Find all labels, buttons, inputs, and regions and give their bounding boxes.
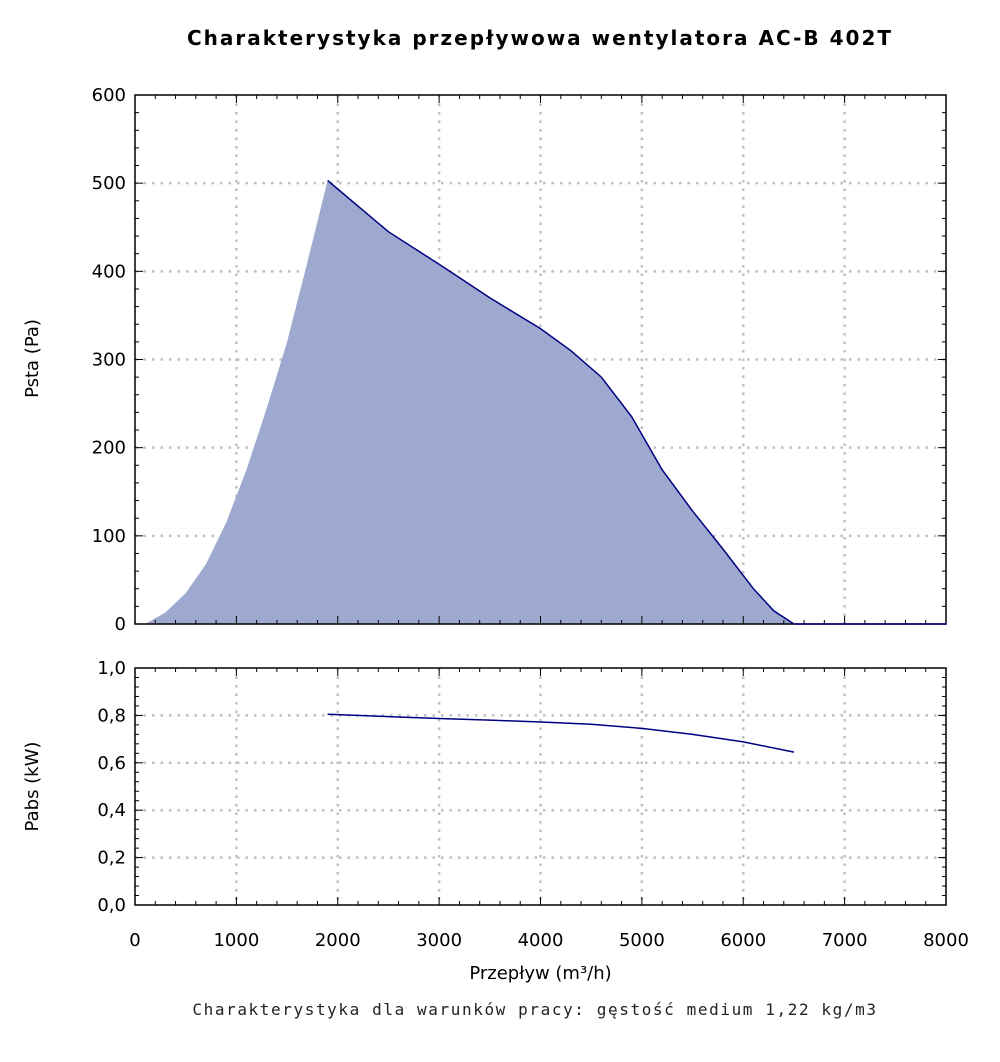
y-tick-label: 600 xyxy=(92,85,126,106)
bottom-y-tick-labels: 0,0 0,2 0,4 0,6 0,8 1,0 xyxy=(97,658,126,916)
y-tick-label: 200 xyxy=(92,438,126,459)
top-ticks xyxy=(134,94,947,625)
chart-title: Charakterystyka przepływowa wentylatora … xyxy=(186,26,894,50)
psta-area xyxy=(145,180,794,624)
bottom-ticks xyxy=(134,667,947,906)
y-tick-label: 300 xyxy=(92,350,126,371)
x-tick-label: 4000 xyxy=(518,930,564,951)
x-tick-label: 0 xyxy=(129,930,140,951)
top-plot: 0 100 200 300 400 500 600 Psta (Pa) xyxy=(22,85,947,635)
x-axis-label: Przepływ (m³/h) xyxy=(469,963,611,984)
x-tick-labels: 0 1000 2000 3000 4000 5000 6000 7000 8000 xyxy=(129,930,969,951)
x-tick-label: 2000 xyxy=(315,930,361,951)
y-tick-label: 100 xyxy=(92,526,126,547)
footnote: Charakterystyka dla warunków pracy: gęst… xyxy=(192,1000,878,1019)
y-tick-label: 1,0 xyxy=(97,658,126,679)
x-tick-label: 8000 xyxy=(923,930,969,951)
x-tick-label: 7000 xyxy=(822,930,868,951)
y-tick-label: 400 xyxy=(92,261,126,282)
bottom-y-axis-label: Pabs (kW) xyxy=(22,742,43,832)
x-tick-label: 5000 xyxy=(619,930,665,951)
x-tick-label: 3000 xyxy=(416,930,462,951)
y-tick-label: 0,6 xyxy=(97,753,126,774)
psta-curve xyxy=(327,179,795,625)
y-tick-label: 0,8 xyxy=(97,705,126,726)
bottom-plot: 0,0 0,2 0,4 0,6 0,8 1,0 0 1000 2000 3000 4000 5000… xyxy=(22,658,969,984)
y-tick-label: 0,2 xyxy=(97,848,126,869)
y-tick-label: 0,4 xyxy=(97,800,126,821)
top-y-axis-label: Psta (Pa) xyxy=(22,319,43,398)
y-tick-label: 500 xyxy=(92,173,126,194)
x-tick-label: 1000 xyxy=(213,930,259,951)
bottom-grid xyxy=(135,668,946,905)
y-tick-label: 0,0 xyxy=(97,895,126,916)
pabs-curve xyxy=(327,713,795,753)
y-tick-label: 0 xyxy=(115,614,126,635)
top-y-tick-labels: 0 100 200 300 400 500 600 xyxy=(92,85,126,635)
x-tick-label: 6000 xyxy=(720,930,766,951)
